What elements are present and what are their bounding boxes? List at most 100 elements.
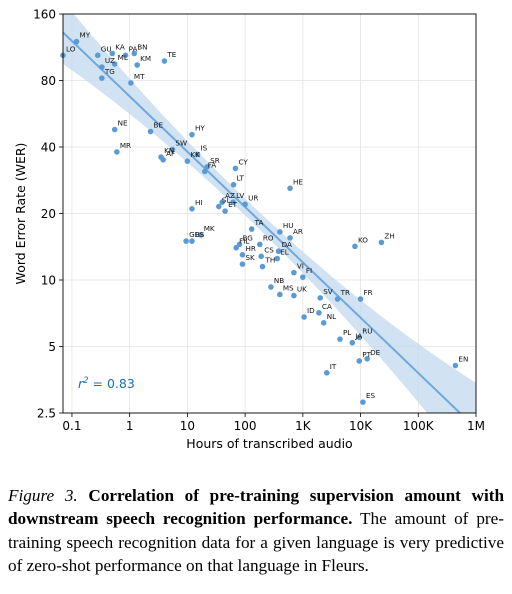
data-point-lt [230, 181, 237, 188]
point-label-sr: SR [210, 156, 220, 165]
point-label-cs: CS [264, 245, 274, 254]
data-point-el [274, 255, 281, 262]
data-point-sv [317, 295, 324, 301]
point-label-hy: HY [195, 124, 205, 133]
point-label-sv: SV [323, 287, 333, 296]
data-point-bn [131, 50, 138, 57]
regression-line [63, 31, 462, 413]
point-label-bs: BS [195, 230, 205, 239]
data-point-ro [257, 241, 263, 248]
point-label-ru: RU [362, 326, 372, 335]
data-point-da [275, 248, 282, 255]
point-label-es: ES [366, 391, 376, 400]
y-tick-label: 40 [41, 140, 56, 154]
data-point-ko [352, 243, 358, 250]
y-tick-label: 2.5 [37, 406, 56, 420]
point-label-vi: VI [297, 262, 304, 271]
point-label-hu: HU [283, 221, 294, 230]
point-label-gl: GL [189, 230, 199, 239]
y-axis-label: Word Error Rate (WER) [13, 143, 28, 285]
point-label-mt: MT [134, 72, 145, 81]
data-point-hu [277, 229, 283, 235]
point-label-tg: TG [104, 67, 115, 76]
point-label-az: AZ [225, 191, 235, 200]
data-point-de [364, 355, 370, 362]
point-label-kk: KK [190, 150, 200, 159]
data-point-tg [99, 75, 105, 81]
data-point-af [160, 157, 166, 163]
point-label-zh: ZH [384, 231, 394, 240]
point-label-fa: FA [208, 160, 216, 169]
point-label-my: MY [80, 31, 91, 40]
data-point-pa [122, 52, 129, 59]
data-point-sk [239, 261, 246, 267]
data-point-hy [189, 131, 195, 138]
y-tick-label: 80 [41, 74, 56, 88]
data-point-en [452, 362, 459, 369]
x-tick-label: 1M [467, 419, 485, 433]
x-tick-label: 0.1 [62, 419, 81, 433]
point-label-ko: KO [358, 235, 368, 244]
data-point-mk [197, 232, 204, 238]
point-label-fr: FR [364, 288, 373, 297]
point-label-gu: GU [101, 44, 112, 53]
point-label-sl: SL [222, 196, 231, 205]
figure-caption: Figure 3. Correlation of pre-training su… [8, 484, 504, 578]
x-tick-label: 1K [295, 419, 312, 433]
caption-title: Correlation of pre-training supervision … [8, 486, 505, 529]
point-label-it: IT [330, 362, 337, 371]
data-point-sw [169, 146, 176, 153]
data-point-cs [258, 253, 264, 260]
x-tick-label: 100 [234, 419, 257, 433]
data-point-pt [356, 358, 363, 364]
data-point-hr [239, 252, 246, 258]
data-point-ne [111, 126, 118, 133]
y-tick-label: 10 [41, 273, 56, 287]
data-point-cy [232, 165, 239, 172]
data-point-mr [114, 149, 120, 155]
point-label-nl: NL [327, 312, 336, 321]
data-point-ca [316, 310, 322, 316]
point-label-hr: HR [245, 244, 255, 253]
x-axis: 0.1 1 10 100 1K 10K 100K 1M [62, 413, 485, 433]
point-label-lv: LV [236, 191, 244, 200]
data-point-bs [189, 238, 195, 244]
data-point-uk [291, 292, 297, 299]
data-point-tr [334, 296, 341, 302]
data-point-ur [242, 201, 248, 208]
r-exponent: 2 [83, 376, 88, 386]
point-label-ka: KA [115, 43, 125, 52]
r-value: = 0.83 [89, 376, 135, 391]
data-point-sr [204, 164, 210, 170]
data-point-hi [189, 206, 195, 212]
point-label-he: HE [293, 177, 303, 186]
data-point-be [147, 128, 154, 135]
data-point-fr [357, 296, 364, 302]
point-label-bg: BG [243, 233, 253, 242]
y-tick-label: 5 [48, 340, 56, 354]
point-label-nb: NB [274, 276, 284, 285]
point-label-sw: SW [175, 138, 187, 147]
data-point-ru [356, 334, 363, 341]
point-label-af: AF [166, 149, 175, 158]
data-point-ms [277, 291, 283, 298]
data-point-nb [268, 284, 274, 290]
point-label-da: DA [282, 240, 292, 249]
data-point-id [301, 314, 307, 320]
data-point-az [219, 199, 225, 205]
x-tick-label: 10 [180, 419, 195, 433]
point-label-id: ID [307, 306, 315, 315]
data-point-uz [99, 64, 105, 70]
point-label-pa: PA [129, 44, 138, 53]
data-point-gl [183, 238, 189, 244]
caption-body: The amount of pre-training speech recogn… [8, 509, 504, 576]
y-axis: 2.5 5 10 20 40 80 160 [33, 7, 63, 420]
data-point-vi [291, 269, 297, 276]
data-point-ka [109, 50, 116, 57]
point-label-pt: PT [362, 350, 371, 359]
data-point-ar [287, 235, 293, 241]
confidence-band [63, 14, 476, 413]
point-label-ne: NE [118, 119, 128, 128]
